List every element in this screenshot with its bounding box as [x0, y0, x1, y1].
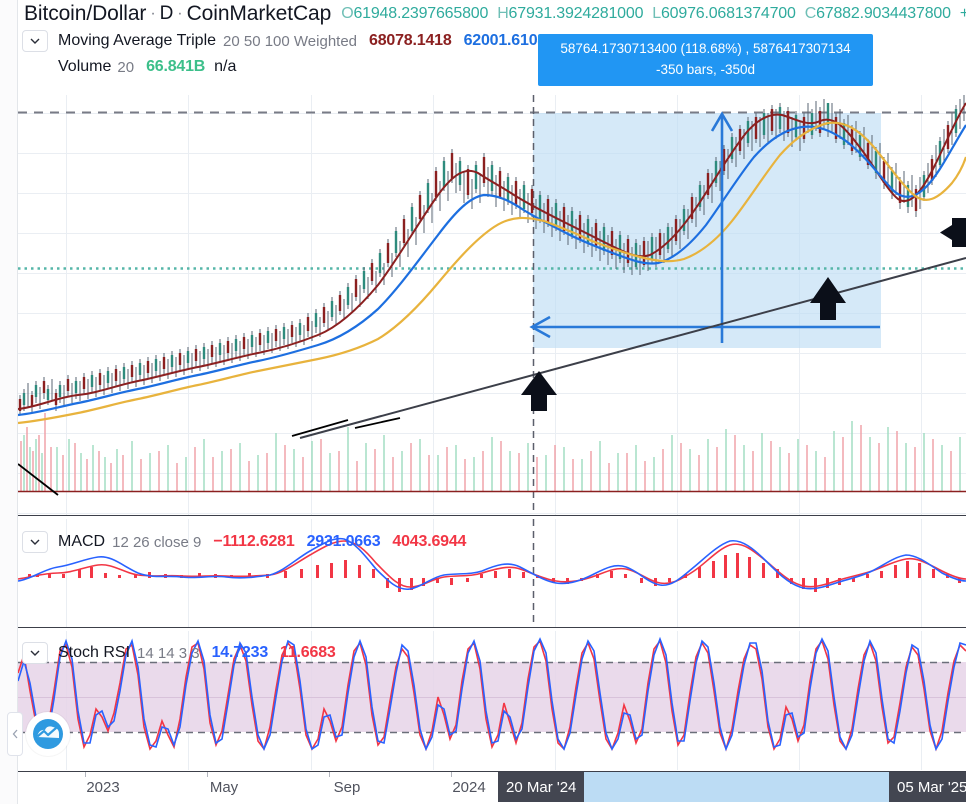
macd-value: −1112.6281 [213, 533, 295, 550]
time-badge-start[interactable]: 20 Mar '24 [498, 772, 585, 802]
measurement-tooltip-line2: -350 bars, -350d [655, 61, 756, 77]
chevron-down-icon[interactable] [22, 531, 48, 553]
right-arrow-annotation[interactable] [940, 218, 966, 247]
time-label-2023: 2023 [86, 779, 120, 796]
measurement-arrows[interactable] [529, 111, 880, 343]
macd-legend-row[interactable]: MACD 12 26 close 9 −1112.6281 2931.0663 … [22, 529, 466, 555]
stoch-rsi-chart-svg[interactable] [18, 631, 966, 770]
macd-signal-value: 2931.0663 [306, 533, 381, 550]
macd-histogram-value: 4043.6944 [392, 533, 467, 550]
stoch-rsi-legend-row[interactable]: Stoch RSI 14 14 3 3 14.7233 11.6683 [22, 640, 336, 666]
tradingview-logo-icon[interactable] [26, 712, 70, 756]
stoch-k-value: 14.7233 [211, 644, 269, 661]
stoch-rsi-pane[interactable] [18, 631, 966, 770]
chevron-left-icon[interactable] [7, 712, 23, 756]
ohlc-close: C67882.9034437800 [804, 5, 951, 22]
time-label-2024: 2024 [452, 779, 486, 796]
measurement-tooltip-line1: 58764.1730713400 (118.68%) , 58764173071… [560, 41, 851, 56]
indicator-name-ma[interactable]: Moving Average Triple [58, 32, 217, 49]
stoch-d-value: 11.6683 [280, 644, 336, 661]
indicator-name-volume[interactable]: Volume [58, 58, 112, 75]
indicator-params-stoch-rsi: 14 14 3 3 [137, 644, 200, 662]
indicator-name-stoch-rsi[interactable]: Stoch RSI [58, 644, 131, 661]
time-badge-end[interactable]: 05 Mar '25 [889, 772, 966, 802]
up-arrow-annotation-2[interactable] [810, 277, 846, 320]
up-arrow-annotation-1[interactable] [521, 371, 557, 411]
interval-label[interactable]: D [159, 3, 174, 24]
macd-line [18, 537, 966, 591]
macd-pane[interactable] [18, 519, 966, 627]
time-label-may-1: May [209, 779, 239, 796]
pane-divider-3[interactable] [18, 771, 966, 772]
volume-legend-row[interactable]: Volume 20 66.841B n/a [18, 54, 966, 80]
indicator-params-macd: 12 26 close 9 [112, 533, 202, 551]
pane-divider-2[interactable] [18, 627, 966, 628]
ohlc-high: H67931.3924281000 [497, 5, 644, 22]
time-axis[interactable]: 2023 May Sep 2024 May Sep 2025 20 Mar '2… [18, 772, 966, 804]
ohlc-low: L60976.0681374700 [652, 5, 796, 22]
measurement-tooltip: 58764.1730713400 (118.68%) , 58764173071… [538, 34, 873, 86]
macd-histogram [28, 553, 961, 592]
pane-divider-1[interactable] [18, 515, 966, 516]
ma-value-20: 68078.1418 [369, 32, 452, 49]
volume-value: 66.841B [146, 58, 206, 75]
wma-50-line [18, 124, 966, 417]
chevron-down-icon[interactable] [22, 642, 48, 664]
stoch-k-line [18, 636, 966, 752]
price-pane[interactable] [18, 95, 966, 515]
volume-ma-value: n/a [214, 58, 237, 75]
chevron-down-icon[interactable] [22, 30, 48, 52]
ma-value-50: 62001.6108 [463, 32, 547, 49]
symbol-legend-row[interactable]: Bitcoin/Dollar · D · CoinMarketCap O6194… [18, 0, 966, 28]
price-chart-svg[interactable] [18, 95, 966, 515]
wma-20-line [18, 102, 966, 410]
ohlc-open: O61948.2397665800 [341, 5, 489, 22]
wma-100-line [18, 121, 966, 425]
macd-signal-line [18, 540, 966, 588]
macd-chart-svg[interactable] [18, 519, 966, 627]
ohlc-values: O61948.2397665800 H67931.3924281000 L60976… [341, 5, 966, 23]
data-source-label[interactable]: CoinMarketCap [186, 2, 332, 25]
legend-separator-1: · [150, 5, 156, 22]
indicator-params-ma: 20 50 100 Weighted [223, 32, 358, 50]
legend-separator-2: · [177, 5, 183, 22]
time-selection-band [574, 772, 889, 802]
left-toolbar-strip [0, 0, 18, 804]
annotation-trendlines[interactable] [18, 257, 966, 496]
indicator-params-volume: 20 [117, 58, 135, 76]
indicator-name-macd[interactable]: MACD [58, 533, 106, 550]
price-change: +5 [959, 5, 966, 22]
symbol-name[interactable]: Bitcoin/Dollar [24, 2, 147, 25]
chart-legend: Bitcoin/Dollar · D · CoinMarketCap O6194… [18, 0, 966, 80]
volume-histogram [18, 413, 966, 493]
time-label-sep-1: Sep [333, 779, 361, 796]
